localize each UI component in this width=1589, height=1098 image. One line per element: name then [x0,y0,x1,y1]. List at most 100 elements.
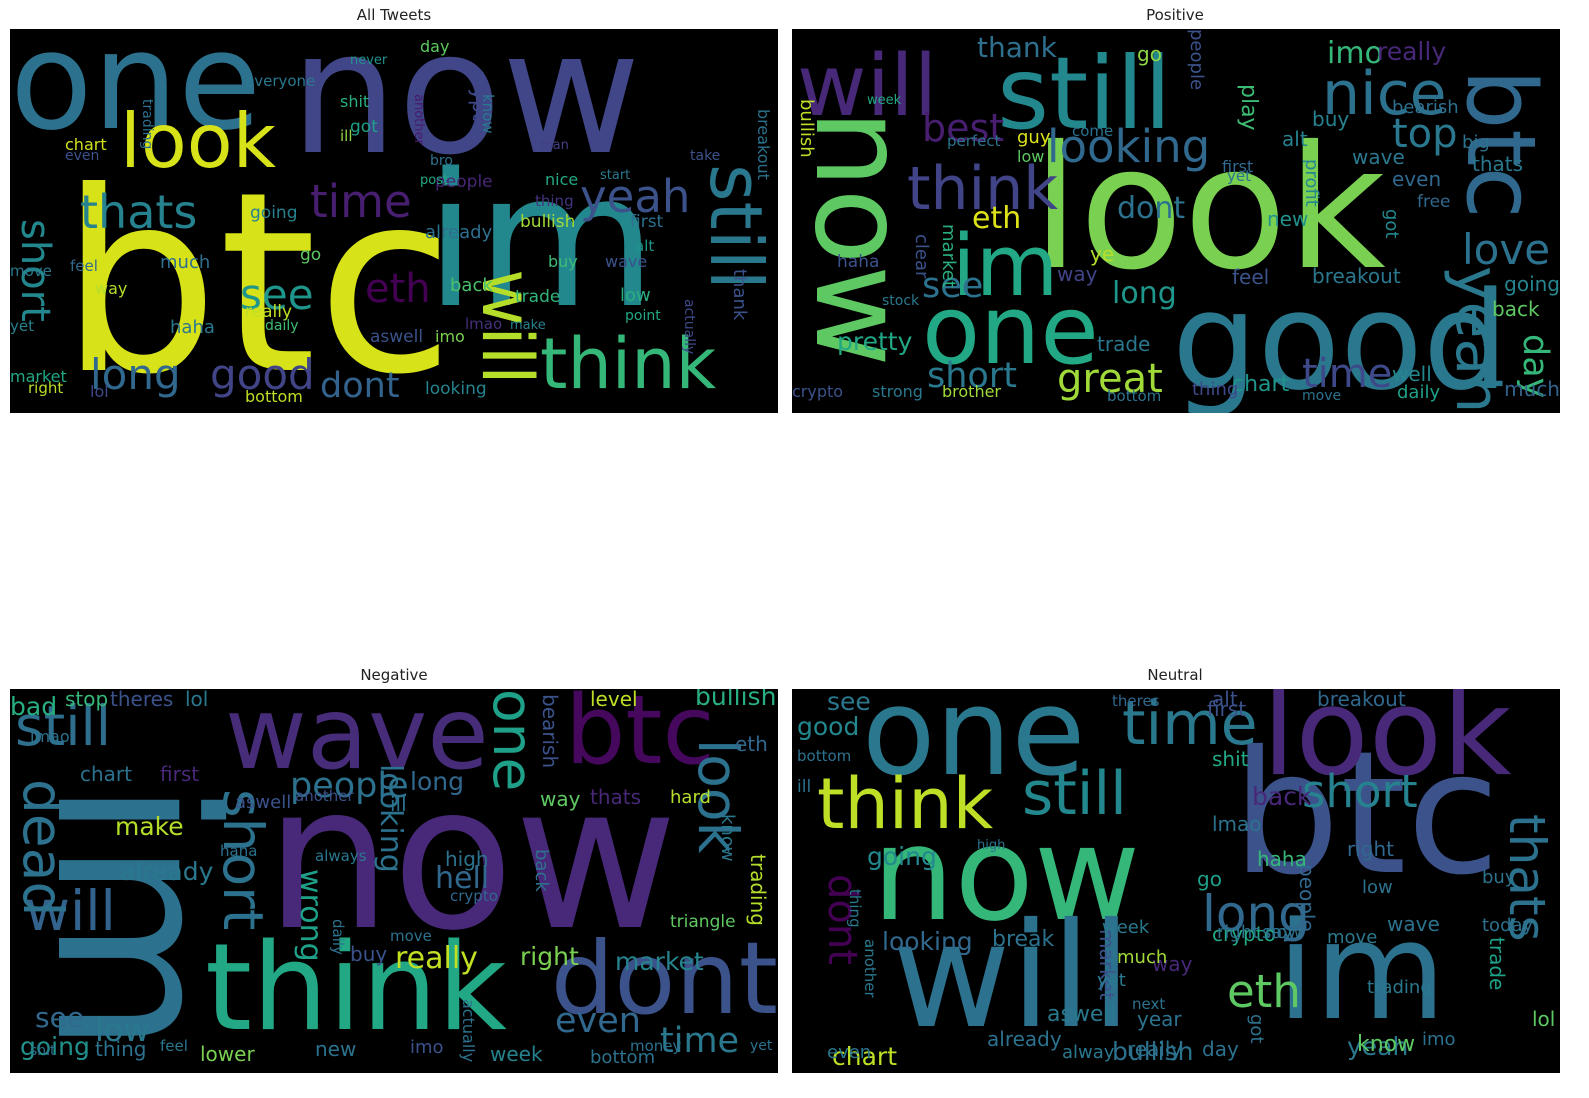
cloud-word: bottom [797,747,852,765]
cloud-word: feel [1232,265,1270,289]
cloud-word: market [615,947,704,976]
cloud-word: money [630,1037,682,1055]
cloud-word: trade [1485,937,1509,991]
cloud-word: time [1122,689,1258,759]
cloud-word: way [95,279,128,298]
cloud-word: alway [1062,1042,1115,1063]
cloud-word: bro [430,153,453,169]
cloud-word: triangle [670,912,736,932]
cloud-word: great [1057,356,1163,402]
cloud-word: dont [550,920,778,1037]
cloud-word: stock [882,293,920,309]
cloud-word: aswell [235,792,292,813]
cloud-word: chart [1232,372,1290,397]
cloud-word: think [205,919,507,1058]
cloud-word: bearish [1392,97,1459,118]
cloud-word: dont [1117,191,1186,226]
cloud-word: guy [1017,127,1051,148]
cloud-word: lower [200,1042,255,1066]
cloud-word: think [817,763,994,845]
cloud-word: thank [977,31,1057,64]
cloud-word: well [1392,362,1432,386]
cloud-word: already [425,222,493,243]
cloud-word: bottom [590,1047,656,1068]
cloud-word: trading [746,854,770,926]
cloud-word: say [1262,922,1294,943]
cloud-word: going [867,842,937,871]
cloud-word: actually [681,299,697,355]
cloud-word: play [1236,84,1261,131]
cloud-word: strong [872,382,923,401]
cloud-word: eth [1227,965,1301,1018]
cloud-word: lmao [465,315,503,333]
cloud-word: year [1137,1007,1182,1031]
cloud-word: low [1017,147,1045,166]
cloud-word: long [1202,885,1310,943]
cloud-word: bullish [520,212,576,232]
cloud-word: good [797,712,860,741]
cloud-word: back [1252,782,1312,811]
cloud-word: dont [320,366,400,406]
cloud-word: day [420,37,450,56]
cloud-word: bottom [1107,387,1162,405]
cloud-word: brother [942,382,1002,401]
cloud-word: got [350,117,378,137]
cloud-word: theres [110,689,174,711]
panel-title-neutral: Neutral [1147,666,1203,684]
cloud-word: chart [80,762,132,786]
cloud-word: aswell [1047,1002,1116,1027]
cloud-word: theres [1112,692,1160,710]
cloud-word: look [1262,689,1512,803]
cloud-word: week [867,93,902,108]
cloud-word: aswell [370,327,424,347]
cloud-word: see [827,689,871,716]
cloud-word: yet [750,1038,773,1054]
panel-title-all-tweets: All Tweets [356,6,432,24]
cloud-word: one [10,29,262,160]
cloud-word: looking [425,379,487,399]
cloud-word: time [310,175,412,228]
cloud-word: wave [1352,145,1405,169]
cloud-word: breakout [754,109,773,180]
cloud-word: dead [11,779,75,917]
cloud-word: top [1392,111,1458,157]
cloud-word: wrong [293,869,328,962]
cloud-word: bearish [538,694,562,769]
cloud-word: best [922,106,1005,150]
cloud-word: always [315,847,367,865]
cloud-word: thank [729,269,750,321]
cloud-word: think [907,154,1058,224]
cloud-word: yet [1097,970,1126,991]
cloud-word: come [1072,122,1114,140]
cloud-word: even [1392,167,1442,191]
cloud-word: haha [837,252,880,272]
cloud-word: im [425,133,657,349]
cloud-word: daily [265,318,299,334]
cloud-word: back [450,275,493,296]
cloud-word: looking [1047,120,1211,173]
cloud-word: another [295,787,354,805]
cloud-word: post [420,173,449,188]
cloud-word: ill [390,792,407,816]
cloud-word: one [862,689,1086,803]
cloud-word: even [555,1001,641,1041]
panel-title-negative: Negative [360,666,428,684]
wordcloud-neutral: now btc will im one look think still time short lo… [792,689,1560,1073]
cloud-word: trading [139,99,155,150]
cloud-word: time [660,1021,740,1061]
cloud-word: much [1504,377,1560,401]
cloud-word: go [1197,867,1222,891]
cloud-word: first [630,212,664,232]
cloud-word: hell [435,861,490,896]
cloud-word: thats [80,185,198,239]
cloud-word: haha [220,842,258,860]
cloud-word: think [540,323,717,405]
cloud-word: right [1347,837,1394,861]
cloud-word: still [1022,759,1127,829]
cloud-word: way [1152,952,1193,976]
cloud-word: crypto [450,887,498,905]
cloud-word: thing [535,192,574,210]
cloud-word: nice [545,170,579,189]
cloud-word: high [445,847,489,871]
cloud-word: go [300,245,322,265]
